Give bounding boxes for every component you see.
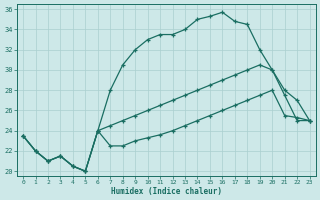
X-axis label: Humidex (Indice chaleur): Humidex (Indice chaleur) (111, 187, 222, 196)
